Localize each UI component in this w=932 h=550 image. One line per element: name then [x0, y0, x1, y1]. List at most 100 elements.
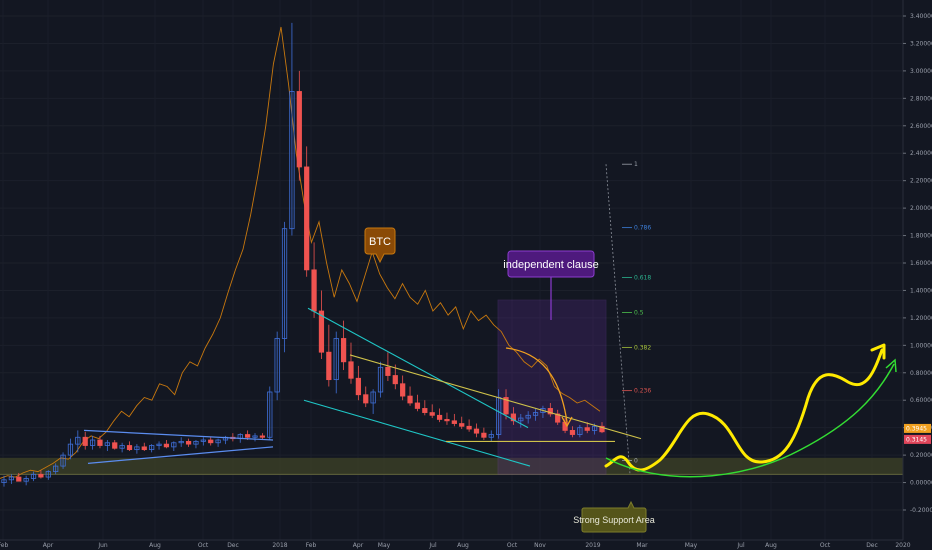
candle — [82, 431, 88, 450]
x-tick-label: 2018 — [272, 542, 287, 549]
candle — [171, 441, 177, 451]
candle-body — [134, 446, 140, 451]
candle — [112, 440, 118, 450]
candle-body — [215, 439, 221, 444]
candle-body — [451, 420, 457, 424]
candle-body — [208, 439, 214, 444]
fib-level-label: 0.5 — [634, 309, 644, 316]
candle — [363, 386, 369, 408]
wedge-upper-line — [349, 354, 642, 440]
candle — [584, 422, 590, 434]
x-tick-label: Dec — [227, 542, 239, 549]
candle-body — [599, 425, 605, 433]
candle — [53, 463, 59, 475]
trend-arrow — [605, 363, 895, 478]
x-axis: Feb Apr Jun Aug Oct Dec 2018 Feb Apr May Jul Aug Oct… — [0, 539, 911, 549]
candle — [156, 441, 162, 450]
candle — [569, 426, 576, 438]
decline-arrow — [505, 347, 568, 423]
x-tick-label: Dec — [866, 542, 878, 549]
candle — [400, 375, 406, 401]
candle-body — [355, 377, 361, 396]
candle-body — [592, 425, 598, 431]
x-tick-label: Mar — [636, 542, 648, 549]
candle — [75, 430, 81, 453]
candle — [200, 437, 206, 446]
candle — [274, 331, 280, 401]
strong-support-label: Strong Support Area — [573, 515, 655, 525]
candle-body — [281, 228, 288, 339]
candle-body — [503, 397, 509, 415]
x-tick-label: Oct — [507, 542, 518, 549]
triangle-upper-line — [83, 429, 274, 441]
price-badge-label: 0.3945 — [906, 425, 927, 432]
fib-level-label: 0.236 — [634, 388, 651, 395]
candle — [444, 412, 450, 425]
candle — [385, 352, 391, 382]
candle-body — [340, 338, 347, 363]
candle-body — [392, 375, 398, 385]
independent-clause-label: independent clause — [503, 259, 598, 271]
candle — [392, 364, 398, 390]
candle — [473, 423, 480, 438]
candle-body — [112, 442, 118, 449]
annotations: BTC independent clause Strong Support Ar… — [364, 227, 655, 533]
candle — [355, 365, 361, 401]
candle-body — [200, 439, 206, 442]
highlight-box — [497, 299, 607, 475]
fib-level-label: 0.786 — [634, 225, 651, 232]
candle — [67, 438, 74, 460]
candle-body — [163, 443, 170, 448]
candle-body — [67, 443, 74, 456]
candle-body — [252, 435, 258, 438]
candle-body — [193, 440, 199, 445]
candle — [304, 146, 310, 277]
candle-body — [466, 425, 472, 430]
candle-body — [400, 383, 406, 397]
candle-body — [333, 338, 339, 381]
candle-body — [510, 413, 517, 422]
candle — [134, 444, 140, 454]
candle-body — [473, 428, 480, 434]
candle — [259, 433, 266, 441]
candle — [119, 442, 125, 453]
candle-body — [525, 414, 531, 419]
channel-lower-line — [303, 399, 531, 467]
x-tick-label: Feb — [0, 542, 9, 549]
candle-body — [555, 413, 561, 423]
x-tick-label: 2019 — [585, 542, 600, 549]
candle-body — [547, 408, 553, 415]
candle — [318, 290, 325, 360]
candle-body — [267, 391, 273, 438]
candle-body — [569, 430, 576, 435]
candle — [459, 416, 465, 430]
candle-body — [488, 434, 494, 438]
x-tick-label: Jul — [428, 542, 437, 549]
candle-body — [318, 310, 325, 353]
candle — [215, 438, 221, 447]
candle-body — [377, 366, 384, 393]
candle-body — [518, 417, 524, 422]
candle-body — [422, 408, 428, 413]
candle — [326, 324, 332, 387]
candle-body — [89, 439, 96, 446]
candle-body — [289, 91, 295, 230]
candle-body — [185, 440, 192, 445]
support-band-rect — [0, 457, 903, 475]
candle-body — [1, 479, 7, 483]
candle-body — [104, 442, 110, 446]
candle — [60, 452, 66, 469]
btc-callout: BTC — [364, 227, 396, 264]
candle — [503, 389, 509, 420]
